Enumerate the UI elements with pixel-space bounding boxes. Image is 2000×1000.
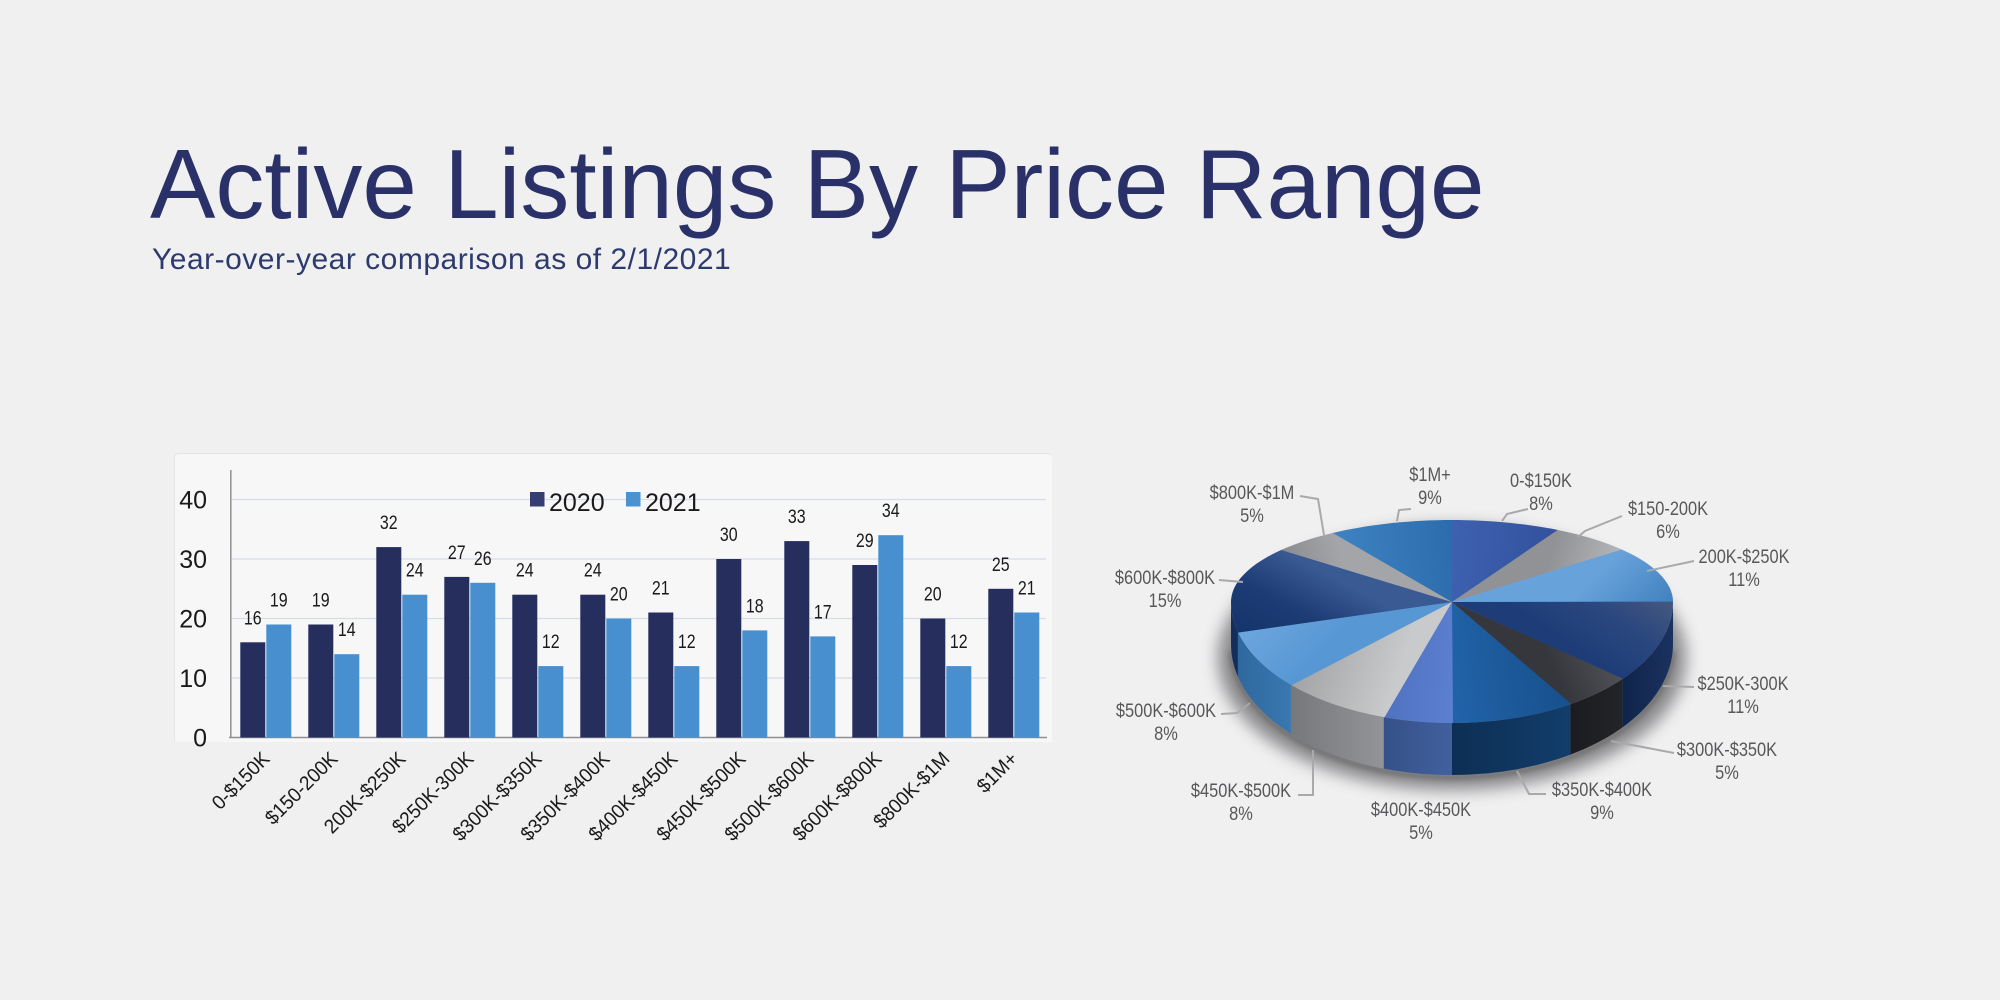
svg-text:32: 32 <box>380 512 398 534</box>
svg-text:24: 24 <box>406 559 424 581</box>
svg-text:$1M+: $1M+ <box>973 748 1023 798</box>
svg-text:19: 19 <box>312 589 330 611</box>
svg-text:21: 21 <box>652 577 670 599</box>
svg-text:14: 14 <box>338 619 356 641</box>
svg-text:$600K-$800K: $600K-$800K <box>1115 567 1215 589</box>
svg-text:0-$150K: 0-$150K <box>208 748 275 815</box>
svg-text:5%: 5% <box>1240 505 1264 527</box>
svg-text:$450K-$500K: $450K-$500K <box>1191 780 1291 802</box>
svg-text:8%: 8% <box>1229 803 1253 825</box>
svg-text:2020: 2020 <box>549 489 605 517</box>
svg-text:20: 20 <box>179 606 207 634</box>
svg-text:18: 18 <box>746 595 764 617</box>
svg-text:8%: 8% <box>1529 493 1553 515</box>
svg-text:26: 26 <box>474 547 492 569</box>
svg-text:20: 20 <box>610 583 628 605</box>
svg-text:200K-$250K: 200K-$250K <box>1698 546 1789 568</box>
svg-text:2021: 2021 <box>645 489 701 517</box>
svg-text:$150-200K: $150-200K <box>1628 498 1708 520</box>
svg-text:6%: 6% <box>1656 521 1680 543</box>
svg-text:0: 0 <box>193 725 207 753</box>
svg-text:$500K-$600K: $500K-$600K <box>1116 700 1216 722</box>
svg-text:10: 10 <box>179 665 207 693</box>
svg-text:17: 17 <box>814 601 832 623</box>
svg-text:24: 24 <box>516 559 534 581</box>
svg-text:33: 33 <box>788 506 806 528</box>
svg-text:11%: 11% <box>1727 696 1759 718</box>
svg-text:15%: 15% <box>1149 590 1182 612</box>
svg-text:16: 16 <box>244 607 262 629</box>
svg-text:19: 19 <box>270 589 288 611</box>
svg-text:$1M+: $1M+ <box>1409 464 1450 486</box>
svg-text:30: 30 <box>179 546 207 574</box>
svg-text:11%: 11% <box>1728 569 1760 591</box>
svg-text:29: 29 <box>856 530 874 552</box>
svg-text:$250K-300K: $250K-300K <box>1697 673 1788 695</box>
svg-text:27: 27 <box>448 542 466 564</box>
svg-text:5%: 5% <box>1715 762 1739 784</box>
svg-text:5%: 5% <box>1409 822 1433 844</box>
svg-text:24: 24 <box>584 559 602 581</box>
svg-text:25: 25 <box>992 553 1010 575</box>
svg-text:12: 12 <box>678 631 696 653</box>
svg-text:12: 12 <box>950 631 968 653</box>
svg-text:9%: 9% <box>1418 487 1442 509</box>
svg-text:34: 34 <box>882 500 900 522</box>
svg-text:8%: 8% <box>1154 723 1178 745</box>
svg-text:$350K-$400K: $350K-$400K <box>1552 779 1652 801</box>
svg-text:30: 30 <box>720 524 738 546</box>
svg-text:$800K-$1M: $800K-$1M <box>1210 482 1295 504</box>
svg-text:12: 12 <box>542 631 560 653</box>
svg-text:0-$150K: 0-$150K <box>1510 470 1572 492</box>
svg-text:20: 20 <box>924 583 942 605</box>
svg-text:9%: 9% <box>1590 802 1614 824</box>
svg-text:40: 40 <box>179 487 207 515</box>
svg-text:$400K-$450K: $400K-$450K <box>1371 799 1471 821</box>
svg-text:21: 21 <box>1018 577 1036 599</box>
svg-text:$300K-$350K: $300K-$350K <box>1677 739 1777 761</box>
